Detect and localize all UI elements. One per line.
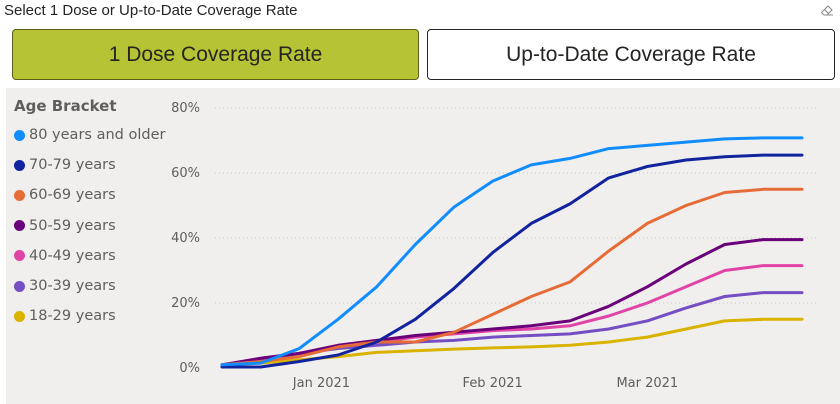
legend-item[interactable]: 18-29 years (14, 301, 165, 331)
series-line[interactable] (220, 136, 804, 367)
legend-title: Age Bracket (14, 97, 117, 115)
legend-item[interactable]: 70-79 years (14, 150, 165, 180)
one-dose-coverage-button[interactable]: 1 Dose Coverage Rate (12, 29, 419, 80)
slicer-title: Select 1 Dose or Up-to-Date Coverage Rat… (4, 2, 298, 19)
legend-item[interactable]: 80 years and older (14, 120, 165, 150)
legend-marker (14, 280, 25, 292)
legend-label: 70-79 years (29, 157, 116, 174)
legend-item[interactable]: 60-69 years (14, 180, 165, 210)
legend-label: 40-49 years (29, 247, 116, 264)
legend-label: 18-29 years (29, 308, 116, 325)
series-line[interactable] (220, 153, 804, 369)
y-tick-label: 20% (171, 296, 200, 311)
series-line[interactable] (220, 238, 804, 367)
legend-label: 60-69 years (29, 187, 116, 204)
eraser-icon[interactable] (820, 3, 834, 17)
x-tick-label: Jan 2021 (292, 376, 350, 391)
legend-item[interactable]: 40-49 years (14, 241, 165, 271)
legend-marker (14, 250, 25, 262)
y-tick-label: 0% (179, 361, 200, 376)
up-to-date-coverage-button[interactable]: Up-to-Date Coverage Rate (427, 29, 835, 80)
y-tick-label: 60% (171, 166, 200, 181)
legend-marker (14, 129, 25, 141)
y-tick-label: 40% (171, 231, 200, 246)
legend-marker (14, 159, 25, 171)
legend-marker (14, 220, 25, 232)
legend-marker (14, 310, 25, 322)
y-tick-label: 80% (171, 101, 200, 116)
series-line[interactable] (220, 187, 804, 367)
legend-item[interactable]: 30-39 years (14, 271, 165, 301)
legend-item[interactable]: 50-59 years (14, 211, 165, 241)
legend-label: 80 years and older (29, 127, 166, 144)
x-tick-label: Mar 2021 (616, 376, 678, 391)
slicer-header: Select 1 Dose or Up-to-Date Coverage Rat… (0, 0, 840, 22)
x-tick-label: Feb 2021 (463, 376, 523, 391)
legend-marker (14, 189, 25, 201)
legend: Age Bracket 80 years and older 70-79 year… (14, 97, 165, 331)
legend-label: 50-59 years (29, 217, 116, 234)
legend-label: 30-39 years (29, 278, 116, 295)
